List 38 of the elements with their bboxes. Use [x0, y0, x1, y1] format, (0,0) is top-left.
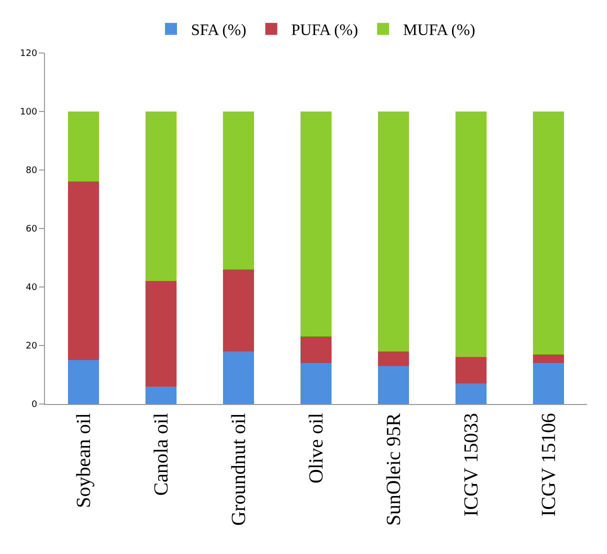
y-tick-label: 100 [20, 108, 38, 118]
bar [532, 354, 564, 364]
bar [300, 336, 332, 364]
bar [146, 386, 177, 404]
x-tick-label: Soybean oil [73, 412, 96, 508]
y-tick-label: 40 [26, 283, 38, 294]
bar [378, 112, 409, 352]
bar [223, 351, 254, 404]
y-tick-label: 0 [31, 400, 38, 410]
bar [455, 384, 486, 404]
bar [68, 112, 100, 182]
y-tick-label: 20 [26, 342, 38, 352]
bar [223, 112, 254, 270]
y-tick-label: 60 [26, 224, 38, 235]
x-tick-label: Canola oil [150, 412, 173, 496]
bar [300, 112, 332, 337]
legend-label: SFA (%) [191, 22, 246, 40]
y-tick-label: 80 [26, 166, 38, 176]
bar [378, 366, 409, 404]
bar [68, 182, 100, 360]
bar [378, 351, 409, 366]
bar [300, 363, 332, 404]
x-tick-label: ICGV 15033 [460, 413, 482, 517]
x-tick-label: ICGV 15106 [538, 413, 560, 517]
x-tick-label: SunOleic 95R [382, 412, 405, 526]
bar [455, 357, 486, 384]
bar [455, 112, 486, 358]
bar [532, 112, 564, 354]
bar [532, 363, 564, 404]
legend-label: PUFA (%) [291, 22, 358, 40]
bar [146, 281, 177, 386]
x-tick-label: Olive oil [306, 412, 328, 484]
bar [146, 112, 177, 282]
bar [68, 360, 100, 404]
y-tick-label: 120 [20, 49, 38, 60]
legend-label: MUFA (%) [403, 22, 476, 40]
x-tick-label: Groundnut oil [228, 412, 250, 526]
bar [223, 269, 254, 352]
